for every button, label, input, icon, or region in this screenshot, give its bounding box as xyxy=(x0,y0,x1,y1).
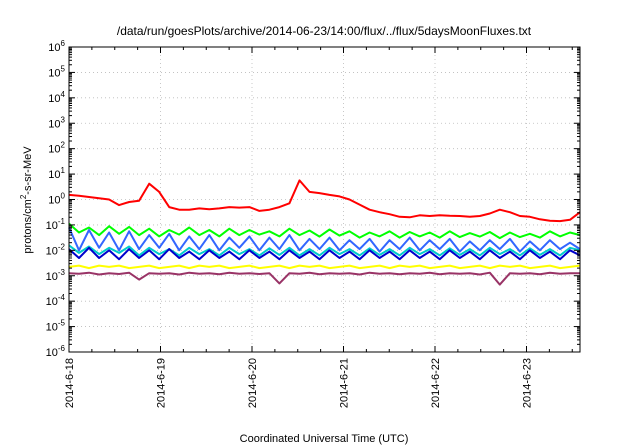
chart-title: /data/run/goesPlots/archive/2014-06-23/1… xyxy=(117,24,532,38)
y-tick-label: 10-5 xyxy=(46,319,66,334)
x-tick-label: 2014-6-19 xyxy=(156,358,168,408)
y-tick-label: 100 xyxy=(48,192,65,207)
series-line-5 xyxy=(68,246,581,261)
x-tick-label: 2014-6-22 xyxy=(430,358,442,408)
y-tick-label: 105 xyxy=(48,64,65,79)
series-line-2 xyxy=(68,222,581,240)
series-line-3 xyxy=(68,227,581,253)
series-layer xyxy=(68,179,581,286)
series-line-7 xyxy=(68,271,580,286)
x-axis-label: Coordinated Universal Time (UTC) xyxy=(240,433,409,445)
y-tick-label: 103 xyxy=(48,115,65,130)
x-tick-labels: 2014-6-18 2014-6-19 2014-6-20 2014-6-21 2014… xyxy=(64,358,534,408)
axis-ticks xyxy=(68,46,580,353)
x-tick-label: 2014-6-21 xyxy=(339,358,351,408)
y-axis-label: protons/cm2-s-sr-MeV xyxy=(19,146,34,254)
x-tick-label: 2014-6-18 xyxy=(64,358,76,408)
x-tick-label: 2014-6-20 xyxy=(247,358,259,408)
grid-lines xyxy=(69,47,580,352)
series-line-1 xyxy=(68,179,581,223)
y-tick-label: 10-1 xyxy=(46,217,66,232)
y-tick-label: 10-6 xyxy=(46,344,66,359)
series-line-6 xyxy=(68,264,581,270)
y-tick-label: 10-2 xyxy=(46,242,66,257)
y-tick-labels: 10-6 10-5 10-4 10-3 10-2 10-1 100 101 102 103 104 1… xyxy=(46,39,66,359)
y-tick-label: 10-3 xyxy=(46,268,66,283)
y-tick-label: 10-4 xyxy=(46,293,66,308)
y-tick-label: 102 xyxy=(48,141,65,156)
y-tick-label: 104 xyxy=(48,90,65,105)
y-tick-label: 106 xyxy=(48,39,65,54)
series-line-4 xyxy=(68,244,581,257)
y-tick-label: 101 xyxy=(48,166,65,181)
x-tick-label: 2014-6-23 xyxy=(522,358,534,408)
